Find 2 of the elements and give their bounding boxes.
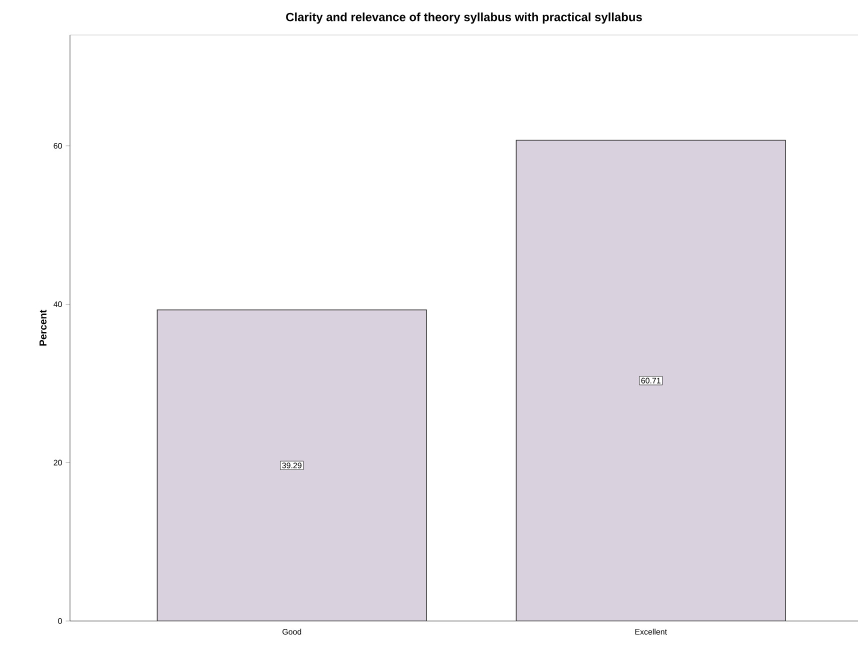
y-axis-title: Percent — [40, 310, 47, 346]
chart-title: Clarity and relevance of theory syllabus with practical syllabus — [286, 12, 642, 24]
